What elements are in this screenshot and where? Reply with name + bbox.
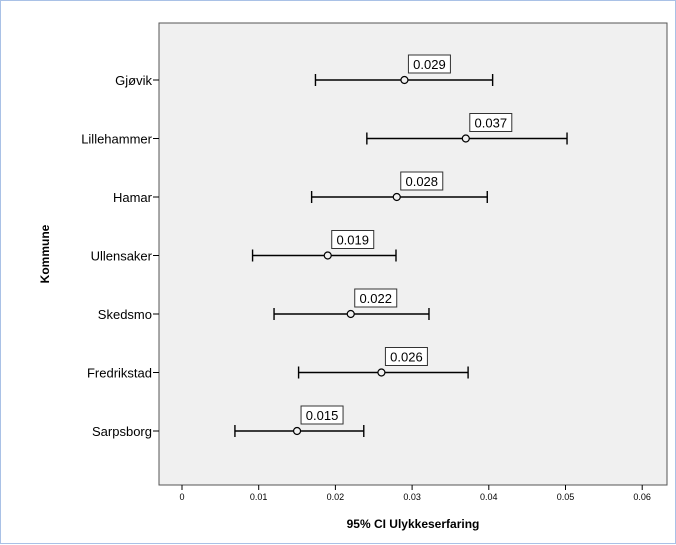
mean-point [377,368,386,377]
data-label-box [400,171,444,191]
x-tick-label: 0.06 [633,492,651,502]
error-bars: 0.029 0.037 0.028 0.019 0.022 0.026 0.015 [234,54,568,437]
data-label: 0.026 [390,350,423,365]
x-tick-label: 0.02 [327,492,345,502]
data-label: 0.028 [405,174,438,189]
category-label: Skedsmo [98,307,152,322]
data-label: 0.022 [359,291,392,306]
mean-point [400,75,409,85]
mean-point [461,134,470,143]
x-tick-label: 0 [179,492,184,502]
category-label: Gjøvik [115,73,152,88]
data-label-box [407,54,451,74]
x-axis-title: 95% CI Ulykkeserfaring [347,517,480,531]
category-label: Ullensaker [91,249,153,264]
mean-point [323,251,332,260]
data-label: 0.037 [475,116,508,131]
y-axis: Gjøvik Lillehammer Hamar Ullensaker Skedsmo F… [81,73,159,439]
data-label-box [331,230,375,249]
data-label: 0.019 [336,233,369,248]
x-tick-label: 0.01 [250,492,268,502]
data-label-box [300,405,344,425]
plot-area [158,22,668,486]
mean-point [392,192,401,202]
category-label: Hamar [113,190,153,205]
data-label: 0.029 [413,57,446,72]
x-tick-label: 0.05 [557,492,575,502]
category-label: Sarpsborg [92,424,152,439]
x-axis: 0 0.01 0.02 0.03 0.04 0.05 0.06 [179,485,651,502]
category-label: Lillehammer [81,132,152,147]
x-tick-label: 0.04 [480,492,498,502]
y-axis-title: Kommune [38,224,52,283]
x-tick-label: 0.03 [403,492,421,502]
data-label-box [354,288,398,308]
category-label: Fredrikstad [87,366,152,381]
mean-point [292,426,302,436]
data-label-box [384,347,428,366]
data-label: 0.015 [306,408,339,423]
data-label-box [469,113,513,132]
mean-point [346,309,355,319]
